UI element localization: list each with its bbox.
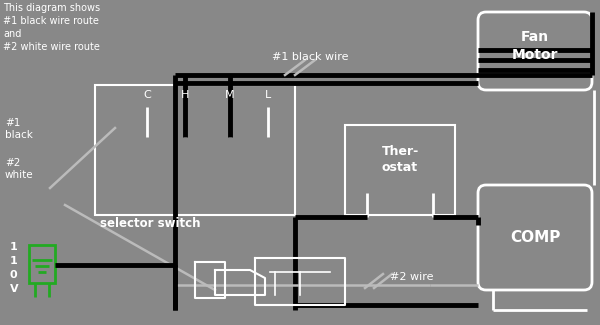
Text: H: H [181, 90, 189, 100]
Text: #1 black wire route: #1 black wire route [3, 16, 99, 26]
Text: white: white [5, 170, 34, 180]
Text: #1: #1 [5, 118, 20, 128]
Text: L: L [265, 90, 271, 100]
Text: Fan: Fan [521, 30, 549, 44]
Text: #2 wire: #2 wire [390, 272, 433, 282]
Text: black: black [5, 130, 33, 140]
Text: and: and [3, 29, 22, 39]
Text: #1 black wire: #1 black wire [272, 52, 348, 62]
Text: Ther-: Ther- [382, 145, 419, 158]
Text: V: V [10, 284, 19, 294]
Text: Motor: Motor [512, 48, 558, 62]
Text: ostat: ostat [382, 161, 418, 174]
Bar [29, 245, 55, 283]
Text: M: M [225, 90, 235, 100]
Text: selector switch: selector switch [100, 217, 200, 230]
Bar [345, 125, 455, 215]
Bar [95, 85, 295, 215]
Text: #2 white wire route: #2 white wire route [3, 42, 100, 52]
Text: C: C [143, 90, 151, 100]
Text: 1: 1 [10, 242, 18, 252]
Text: 1: 1 [10, 256, 18, 266]
Text: #2: #2 [5, 158, 20, 168]
Text: COMP: COMP [510, 229, 560, 244]
Text: This diagram shows: This diagram shows [3, 3, 100, 13]
Text: 0: 0 [10, 270, 17, 280]
